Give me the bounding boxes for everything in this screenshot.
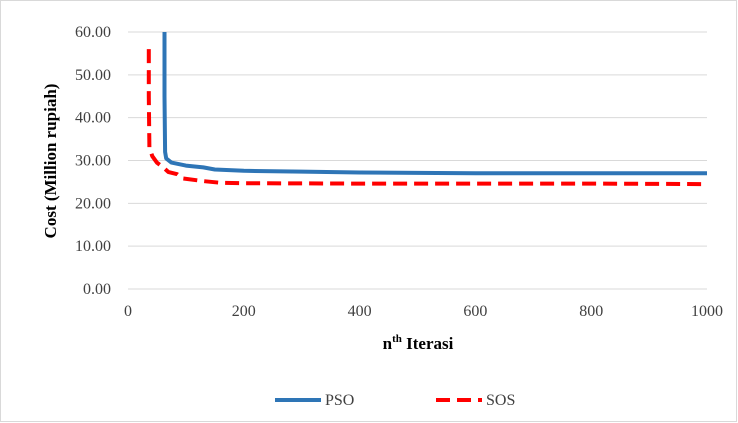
y-tick-label: 30.00 xyxy=(75,153,111,170)
y-tick-label: 50.00 xyxy=(75,67,111,84)
legend-label-pso: PSO xyxy=(325,392,354,409)
legend-label-sos: SOS xyxy=(486,392,515,409)
y-tick-label: 0.00 xyxy=(83,281,111,298)
x-axis-title-superscript: th xyxy=(392,333,402,345)
legend: PSO SOS xyxy=(275,392,515,409)
gridlines xyxy=(128,31,707,290)
y-axis-ticks: 0.00 10.00 20.00 30.00 40.00 50.00 60.00 xyxy=(75,24,111,298)
x-tick-label: 800 xyxy=(579,303,603,320)
x-axis-title: nth Iterasi xyxy=(383,333,454,353)
y-tick-label: 40.00 xyxy=(75,110,111,127)
x-tick-label: 0 xyxy=(124,303,132,320)
x-tick-label: 200 xyxy=(232,303,256,320)
x-tick-label: 400 xyxy=(348,303,372,320)
x-tick-label: 600 xyxy=(463,303,487,320)
y-axis-title: Cost (Million rupiah) xyxy=(41,84,60,239)
x-axis-title-rest: Iterasi xyxy=(402,334,454,353)
y-tick-label: 10.00 xyxy=(75,238,111,255)
series-line-sos xyxy=(146,49,708,187)
y-tick-label: 20.00 xyxy=(75,195,111,212)
x-tick-label: 1000 xyxy=(691,303,723,320)
y-tick-label: 60.00 xyxy=(75,24,111,41)
series-line-pso xyxy=(162,32,707,176)
x-axis-title-main: n xyxy=(383,334,393,353)
x-axis-ticks: 0 200 400 600 800 1000 xyxy=(124,303,723,320)
plot-area xyxy=(146,32,708,187)
